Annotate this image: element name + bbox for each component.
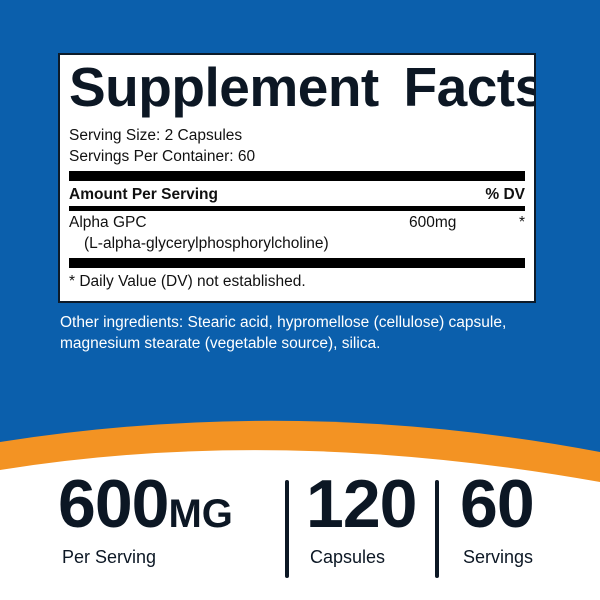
supplement-facts-panel: Supplement Facts Serving Size: 2 Capsule… xyxy=(58,53,536,303)
stat-divider xyxy=(285,480,289,578)
divider-thick xyxy=(69,258,525,268)
divider-thick xyxy=(69,171,525,181)
product-stats: 600MG Per Serving 120 Capsules 60 Servin… xyxy=(0,466,600,587)
serving-size: Serving Size: 2 Capsules xyxy=(69,127,243,144)
servings-per-container: Servings Per Container: 60 xyxy=(69,148,256,165)
ingredient-subname: (L-alpha-glycerylphosphorylcholine) xyxy=(84,235,329,252)
stat-divider xyxy=(435,480,439,578)
stat-dose-value: 600 xyxy=(58,466,169,542)
other-ingredients: Other ingredients: Stearic acid, hyprome… xyxy=(60,312,600,354)
ingredient-amount: 600mg xyxy=(408,214,457,231)
ingredient-name: Alpha GPC xyxy=(69,214,147,231)
amount-header-row: Amount Per Serving % DV xyxy=(69,184,525,205)
other-ingredients-line: magnesium stearate (vegetable source), s… xyxy=(60,335,381,352)
stat-servings-label: Servings xyxy=(463,547,534,567)
ingredient-dv: * xyxy=(518,214,525,231)
amount-header: Amount Per Serving xyxy=(69,186,218,203)
stat-dose-label: Per Serving xyxy=(62,547,157,567)
divider-thin xyxy=(69,206,525,211)
other-ingredients-line: Other ingredients: Stearic acid, hyprome… xyxy=(60,314,507,331)
stat-capsules-label: Capsules xyxy=(310,547,386,567)
orange-wave-divider xyxy=(0,420,600,510)
stat-dose-unit: MG xyxy=(168,492,233,536)
stat-capsules-value: 120 xyxy=(306,466,417,542)
facts-title: Supplement Facts xyxy=(69,56,536,118)
ingredient-row: Alpha GPC 600mg * xyxy=(69,212,525,233)
stat-servings-value: 60 xyxy=(460,466,535,542)
footnote: * Daily Value (DV) not established. xyxy=(69,273,306,290)
dv-header: % DV xyxy=(485,186,525,203)
stat-dose: 600MG xyxy=(58,470,233,538)
